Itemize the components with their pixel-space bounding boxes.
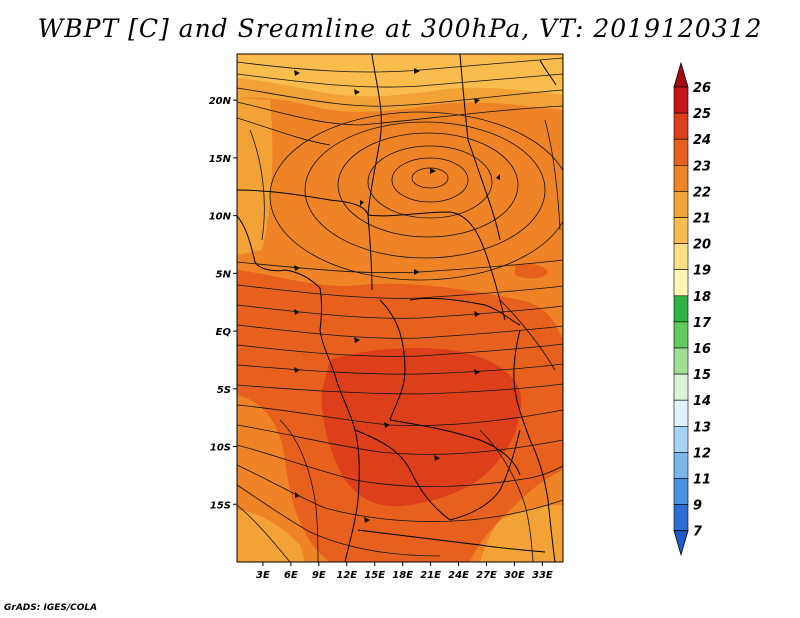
colorbar-segment bbox=[673, 112, 689, 140]
y-tick-label: 5N bbox=[216, 269, 232, 280]
x-tick-label: 3E bbox=[256, 570, 270, 581]
map-panel bbox=[236, 53, 564, 563]
x-axis: 3E 6E 9E 12E 15E 18E 21E 24E 27E 30E 33E bbox=[256, 562, 553, 581]
x-tick-label: 15E bbox=[364, 570, 385, 581]
y-tick-label: 5S bbox=[217, 385, 231, 396]
colorbar-label: 18 bbox=[693, 290, 711, 305]
colorbar-segment bbox=[673, 478, 689, 505]
colorbar-label: 7 bbox=[693, 525, 703, 540]
x-tick-label: 24E bbox=[448, 570, 469, 581]
colorbar-segment bbox=[673, 165, 689, 192]
colorbar-segment bbox=[673, 269, 689, 297]
chart-title: WBPT [C] and Sreamline at 300hPa, VT: 20… bbox=[37, 14, 763, 43]
colorbar-segment bbox=[673, 399, 689, 427]
colorbar-label: 19 bbox=[693, 264, 711, 279]
y-tick-label: EQ bbox=[216, 327, 232, 338]
y-tick-label: 15N bbox=[209, 154, 232, 165]
x-tick-label: 21E bbox=[420, 570, 441, 581]
fill-nw-strip bbox=[237, 98, 273, 255]
colorbar-label: 20 bbox=[693, 238, 711, 253]
colorbar-label: 13 bbox=[693, 420, 711, 435]
x-tick-label: 12E bbox=[336, 570, 357, 581]
x-tick-label: 18E bbox=[392, 570, 413, 581]
fill-east-patch bbox=[515, 263, 548, 279]
colorbar-segment bbox=[673, 243, 689, 271]
colorbar-label: 12 bbox=[693, 446, 711, 461]
colorbar-segment bbox=[673, 373, 689, 401]
y-tick-label: 15S bbox=[210, 500, 231, 511]
colorbar-label: 14 bbox=[693, 394, 711, 409]
streamline-arrows bbox=[294, 68, 500, 523]
x-tick-label: 27E bbox=[476, 570, 497, 581]
colorbar-label: 24 bbox=[693, 133, 711, 148]
colorbar-label: 11 bbox=[693, 473, 711, 488]
colorbar-label: 21 bbox=[693, 212, 711, 227]
fill-north-21-22 bbox=[237, 78, 563, 112]
fill-west-23-24 bbox=[237, 290, 312, 363]
colorbar-bottom-triangle bbox=[673, 530, 689, 557]
y-tick-label: 20N bbox=[209, 96, 232, 107]
colorbar-segment bbox=[673, 452, 689, 479]
colorbar-label: 26 bbox=[693, 81, 711, 96]
y-tick-label: 10N bbox=[209, 212, 232, 223]
colorbar-segment bbox=[673, 347, 689, 375]
colorbar-label: 22 bbox=[693, 185, 711, 200]
fill-core-24-25 bbox=[321, 348, 521, 507]
colorbar-segment bbox=[673, 321, 689, 349]
colorbar-label: 23 bbox=[693, 159, 711, 174]
colorbar-label: 15 bbox=[693, 368, 711, 383]
colorbar-segment bbox=[673, 504, 689, 532]
x-tick-label: 9E bbox=[312, 570, 326, 581]
colorbar-top-triangle bbox=[673, 61, 689, 88]
colorbar-segment bbox=[673, 425, 689, 453]
colorbar: 26 25 24 23 22 21 20 19 18 17 16 15 14 13 12 11 9 7 bbox=[673, 61, 712, 557]
fill-sw-corner bbox=[237, 510, 305, 562]
colorbar-label: 16 bbox=[693, 342, 711, 357]
x-tick-label: 30E bbox=[504, 570, 525, 581]
colorbar-segment bbox=[673, 295, 689, 323]
wbpt-shading bbox=[237, 54, 563, 562]
y-tick-label: 10S bbox=[210, 443, 231, 454]
grads-credit: GrADS: IGES/COLA bbox=[4, 603, 98, 613]
x-tick-label: 33E bbox=[532, 570, 553, 581]
colorbar-segment bbox=[673, 138, 689, 166]
colorbar-segment bbox=[673, 217, 689, 244]
colorbar-label: 9 bbox=[693, 499, 702, 514]
colorbar-label: 17 bbox=[693, 316, 712, 331]
colorbar-label: 25 bbox=[693, 107, 711, 122]
y-axis: 20N 15N 10N 5N EQ 5S 10S 15S bbox=[209, 96, 237, 511]
map-frame bbox=[236, 53, 564, 563]
colorbar-segment bbox=[673, 86, 689, 114]
colorbar-segment bbox=[673, 191, 689, 218]
x-tick-label: 6E bbox=[284, 570, 298, 581]
